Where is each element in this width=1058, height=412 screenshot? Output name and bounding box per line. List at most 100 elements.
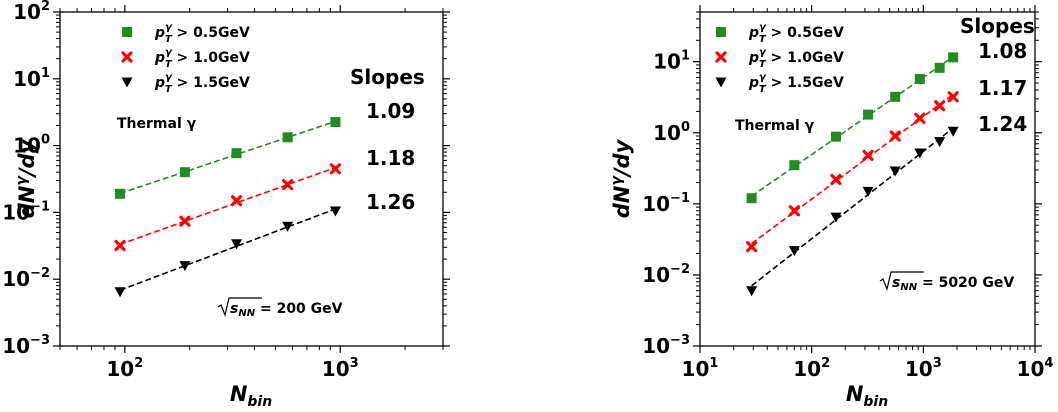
data-point	[934, 137, 946, 148]
data-point	[947, 126, 959, 137]
x-tick-label: 102	[793, 356, 830, 381]
data-point	[715, 51, 727, 63]
legend-label: pγ T > 0.5GeV	[154, 22, 250, 45]
data-point	[122, 27, 132, 37]
data-point	[862, 186, 874, 197]
y-tick-label: 10−1	[2, 199, 50, 224]
data-point	[716, 27, 726, 37]
legend-label: pγ T > 1.5GeV	[748, 72, 844, 95]
data-point	[282, 132, 293, 143]
chart-panel-1: 102 103 10−3 10−2 10−1 100 101 102 Nbin dNγ/dy pγ T…	[2, 0, 450, 410]
series-2	[746, 91, 959, 253]
data-point	[890, 91, 901, 102]
data-point	[947, 91, 959, 103]
y-tick-label: 10−1	[642, 191, 690, 216]
data-point	[948, 52, 959, 63]
data-point	[715, 77, 727, 88]
minor-ticks	[696, 8, 1039, 350]
slopes-title: Slopes	[960, 14, 1035, 38]
data-point	[788, 246, 800, 257]
y-tick-label: 10−2	[2, 266, 50, 291]
slope-value: 1.09	[366, 99, 415, 123]
legend-label: pγ T > 1.5GeV	[154, 72, 250, 95]
x-tick-label: 103	[322, 356, 359, 381]
x-tick-label: 104	[1017, 356, 1054, 381]
slope-value: 1.17	[978, 76, 1027, 100]
x-tick-label: 101	[682, 356, 719, 381]
fit-line	[751, 56, 954, 197]
data-point	[114, 287, 126, 298]
y-axis-title: dNγ/dy	[14, 138, 39, 218]
data-point	[121, 51, 133, 63]
data-point	[746, 286, 758, 297]
sqrt-sign	[217, 297, 262, 317]
sqrt-sign	[879, 271, 924, 291]
data-point	[788, 205, 800, 217]
data-point	[179, 215, 191, 227]
data-point	[329, 206, 341, 217]
data-point	[179, 167, 190, 178]
data-point	[914, 148, 926, 159]
fit-line	[119, 208, 336, 291]
data-point	[746, 193, 757, 204]
data-point	[231, 148, 242, 159]
data-point	[282, 179, 294, 191]
minor-ticks	[56, 8, 447, 350]
series-3	[114, 206, 341, 298]
x-axis-title: Nbin	[230, 382, 272, 410]
fit-line	[751, 127, 954, 287]
thermal-annotation: Thermal γ	[735, 118, 815, 134]
data-point	[830, 131, 841, 142]
slope-value: 1.24	[978, 112, 1027, 136]
axes-frame	[699, 11, 1036, 347]
data-point	[934, 62, 945, 73]
slope-value: 1.26	[366, 190, 415, 214]
data-point	[830, 212, 842, 223]
fit-line	[119, 166, 336, 246]
data-point	[329, 163, 342, 175]
x-axis-title: Nbin	[846, 382, 888, 410]
series-1	[746, 52, 959, 204]
x-tick-label: 102	[106, 356, 143, 381]
thermal-annotation: Thermal γ	[117, 116, 197, 132]
data-point	[934, 100, 946, 112]
data-point	[121, 77, 133, 88]
y-tick-label: 10−2	[642, 262, 690, 287]
legend-label: pγ T > 0.5GeV	[748, 22, 844, 45]
chart-panel-2: 101 102 103 104 10−3 10−2 10−1 100 101 Nbin dNγ/dy…	[609, 5, 1053, 410]
series-1	[115, 117, 341, 199]
series-2	[114, 163, 342, 252]
data-point	[230, 195, 243, 207]
x-tick-label: 103	[905, 356, 942, 381]
data-point	[115, 188, 126, 199]
y-tick-label: 10−3	[642, 333, 690, 358]
data-point	[914, 74, 925, 85]
energy-label: sNN = 5020 GeV	[879, 271, 1014, 293]
y-tick-label: 102	[13, 0, 50, 24]
data-point	[889, 130, 901, 142]
data-point	[746, 241, 758, 253]
y-axis-title: dNγ/dy	[609, 138, 634, 218]
energy-text: sNN = 200 GeV	[230, 301, 343, 319]
data-point	[830, 173, 842, 186]
y-tick-label: 10−3	[2, 333, 50, 358]
slope-value: 1.18	[366, 146, 415, 170]
data-point	[231, 239, 243, 250]
slope-value: 1.08	[978, 39, 1027, 63]
data-point	[789, 160, 800, 171]
fit-line	[119, 120, 336, 195]
data-point	[863, 109, 874, 120]
data-point	[282, 221, 294, 232]
legend-label: pγ T > 1.0GeV	[748, 47, 844, 70]
energy-label: sNN = 200 GeV	[217, 297, 343, 319]
legend-label: pγ T > 1.0GeV	[154, 47, 250, 70]
slopes-title: Slopes	[350, 65, 425, 89]
y-tick-label: 100	[653, 120, 690, 145]
y-tick-label: 101	[13, 66, 50, 91]
data-point	[179, 261, 191, 272]
data-point	[114, 239, 126, 252]
y-tick-label: 101	[653, 49, 690, 74]
